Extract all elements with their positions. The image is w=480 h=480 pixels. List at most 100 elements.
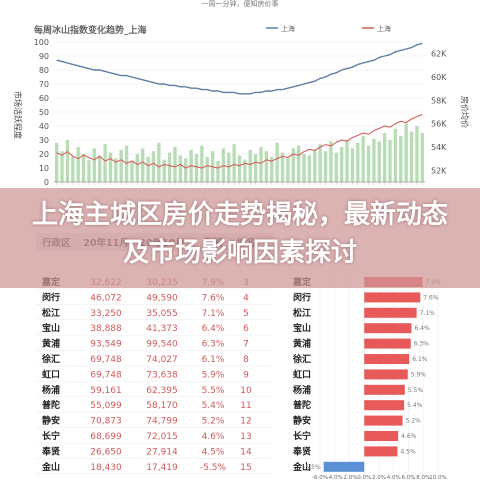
- table-cell: 74,027: [146, 355, 178, 365]
- table-cell: 4: [243, 293, 249, 303]
- activity-bar: [130, 161, 134, 182]
- activity-bar: [399, 135, 403, 182]
- table-cell: 宝山: [42, 322, 60, 334]
- bar: [364, 431, 399, 441]
- bar-value-label: 6.1%: [412, 356, 428, 363]
- bar-row: 杨浦 5.5%: [293, 384, 423, 396]
- activity-bar: [146, 156, 150, 182]
- table-cell: 18,430: [90, 463, 122, 473]
- bar-row: 黄浦 6.3%: [293, 338, 429, 350]
- table-cell: 59,161: [90, 386, 122, 396]
- bar-row: 松江 7.1%: [293, 307, 435, 319]
- table-cell: 4.5%: [202, 447, 225, 457]
- activity-bar: [205, 156, 209, 182]
- bar-row: 虹口 5.9%: [293, 368, 426, 380]
- index-series-line: [56, 42, 423, 95]
- table-row: 松江 33,250 35,055 7.1% 5: [36, 307, 274, 321]
- activity-bar: [350, 148, 355, 182]
- activity-bar: [71, 156, 75, 182]
- table-cell: 5.2%: [202, 417, 225, 427]
- activity-bar: [372, 138, 376, 182]
- bar-row: 闵行 7.6%: [293, 291, 439, 303]
- table-cell: -5.5%: [200, 463, 227, 473]
- bar-category-label: 松江: [293, 307, 311, 319]
- x-tick-label: 2.0%: [372, 475, 386, 480]
- table-cell: 14: [240, 447, 252, 457]
- right-tick-label: 56K: [431, 120, 447, 129]
- left-tick-label: 10: [39, 164, 49, 173]
- table-cell: 杨浦: [42, 384, 60, 396]
- legend-item-index: 上海: [281, 24, 295, 33]
- increase-bar-chart: 嘉定7.9%闵行7.6%松江7.1%宝山6.4%黄浦6.3%徐汇6.1%虹口5.…: [292, 270, 447, 480]
- bar-row: 徐汇 6.1%: [292, 353, 428, 365]
- bar: [364, 292, 421, 303]
- activity-bar: [184, 158, 188, 182]
- bar-value-label: 7.1%: [420, 310, 436, 317]
- activity-bar: [356, 142, 360, 182]
- activity-bar: [162, 159, 166, 182]
- table-cell: 27,914: [146, 447, 178, 457]
- right-tick-label: 52K: [431, 166, 447, 175]
- table-cell: 8: [243, 355, 249, 365]
- activity-bar: [167, 152, 172, 182]
- x-tick-label: 8.0%: [416, 475, 430, 480]
- activity-bar: [76, 147, 80, 182]
- activity-bar: [141, 148, 145, 182]
- bar-value-label: 4.6%: [401, 433, 417, 440]
- bar-category-label: 闵行: [293, 291, 311, 303]
- activity-bar: [248, 149, 252, 182]
- table-cell: 26,650: [90, 447, 122, 457]
- activity-bar: [135, 154, 140, 182]
- right-tick-label: 54K: [431, 143, 447, 152]
- activity-bar: [302, 154, 306, 182]
- activity-bar: [307, 155, 312, 182]
- activity-bar: [409, 131, 414, 182]
- bar: [364, 415, 403, 426]
- table-cell: 5.5%: [202, 386, 225, 396]
- price-series-line: [56, 113, 423, 169]
- activity-bar: [65, 140, 70, 182]
- table-cell: 5: [243, 309, 249, 319]
- right-tick-label: 60K: [431, 73, 447, 82]
- activity-bar: [92, 148, 96, 182]
- activity-bar: [119, 149, 123, 182]
- table-cell: 6.4%: [202, 324, 225, 334]
- table-cell: 黄浦: [42, 338, 60, 350]
- activity-bar: [388, 140, 392, 182]
- table-cell: 13: [240, 432, 251, 442]
- x-tick-label: -4.0%: [327, 475, 343, 480]
- chart-title: 每周冰山指数变化趋势_上海: [34, 24, 147, 36]
- left-tick-label: 20: [39, 150, 49, 159]
- right-tick-label: 58K: [431, 96, 447, 105]
- left-tick-label: 30: [39, 136, 49, 145]
- table-cell: 4.6%: [202, 432, 225, 442]
- x-tick-label: 4.0%: [387, 475, 401, 480]
- table-cell: 10: [240, 386, 252, 396]
- activity-bar: [264, 151, 269, 182]
- table-row: 静安 70,873 74,799 5.2% 12: [36, 415, 274, 428]
- table-cell: 17,419: [146, 463, 178, 473]
- table-cell: 静安: [42, 415, 60, 427]
- table-cell: 11: [240, 401, 251, 411]
- table-row: 长宁 68,699 72,015 4.6% 13: [36, 430, 274, 444]
- bar-row: 宝山 6.4%: [293, 322, 430, 334]
- table-cell: 15: [240, 463, 251, 473]
- bar-row: 金山-5.5%: [292, 461, 365, 473]
- left-tick-label: 100: [34, 38, 49, 47]
- bar-value-label: 5.5%: [408, 387, 424, 394]
- table-row: 虹口 69,748 73,638 5.9% 9: [36, 368, 274, 382]
- activity-bar: [157, 142, 161, 182]
- table-cell: 奉贤: [41, 445, 60, 457]
- table-cell: 12: [240, 417, 251, 427]
- table-cell: 5.9%: [202, 370, 225, 380]
- bar: [364, 354, 410, 364]
- bar-value-label: 6.3%: [414, 341, 430, 348]
- table-cell: 长宁: [42, 430, 60, 442]
- table-cell: 49,590: [146, 293, 178, 303]
- left-tick-label: 60: [39, 94, 49, 103]
- bar-row: 长宁 4.6%: [293, 430, 417, 442]
- table-cell: 74,799: [146, 417, 178, 427]
- table-cell: 62,395: [146, 386, 178, 396]
- activity-bar: [383, 133, 387, 182]
- table-cell: 徐汇: [41, 353, 60, 365]
